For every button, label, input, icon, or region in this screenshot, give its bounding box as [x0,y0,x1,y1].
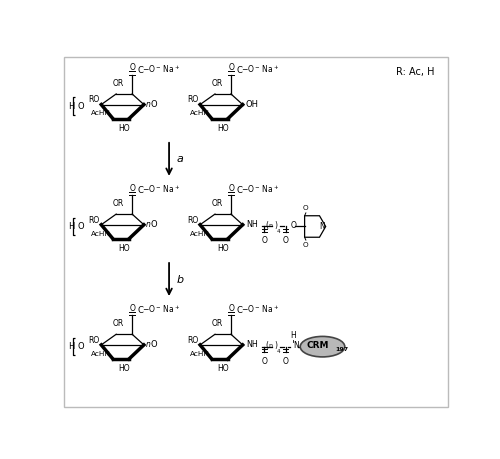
Text: $\mathregular{-O^-\,Na^+}$: $\mathregular{-O^-\,Na^+}$ [241,183,279,195]
Text: AcHN: AcHN [190,111,210,117]
Text: O: O [150,100,157,109]
Text: n: n [146,341,150,349]
Text: OR: OR [113,199,124,208]
Text: HO: HO [118,364,130,373]
Text: CRM: CRM [306,341,329,350]
Text: H: H [68,342,74,351]
Text: RO: RO [187,336,198,345]
Text: b: b [177,274,184,285]
Text: HO: HO [218,244,229,253]
Text: RO: RO [88,336,100,345]
Text: O: O [228,63,234,73]
Text: O: O [262,357,268,365]
Text: $\mathregular{C}$: $\mathregular{C}$ [236,184,243,195]
Text: 4: 4 [277,230,280,235]
Text: RO: RO [187,95,198,105]
Text: RO: RO [187,216,198,224]
Text: O: O [77,222,84,231]
Text: NH: NH [246,220,258,229]
Text: OH: OH [246,100,259,109]
Text: HO: HO [218,364,229,373]
Text: OR: OR [113,319,124,328]
Text: AcHN: AcHN [91,351,111,357]
Text: O: O [303,205,308,211]
Text: AcHN: AcHN [91,111,111,117]
Text: AcHN: AcHN [91,230,111,236]
Text: $\mathregular{-O^-\,Na^+}$: $\mathregular{-O^-\,Na^+}$ [241,303,279,315]
Text: $\mathregular{C}$: $\mathregular{C}$ [137,184,144,195]
Text: HO: HO [118,244,130,253]
Ellipse shape [300,336,345,357]
Text: OR: OR [212,199,223,208]
Text: 197: 197 [335,347,348,352]
Text: ): ) [274,221,277,230]
Text: O: O [303,242,308,248]
Text: O: O [77,342,84,351]
Text: n: n [268,223,272,228]
Text: O: O [290,221,296,230]
Text: O: O [130,63,135,73]
Text: O: O [130,184,135,193]
Text: OR: OR [113,78,124,88]
Text: $\mathregular{C}$: $\mathregular{C}$ [137,304,144,315]
Text: N: N [294,341,299,350]
Text: ): ) [274,341,277,350]
Text: N: N [320,222,326,231]
Text: (: ( [266,341,268,350]
Text: 4: 4 [277,349,280,354]
Text: O: O [130,304,135,313]
Text: HO: HO [118,124,130,133]
Text: H: H [290,331,296,340]
Text: RO: RO [88,216,100,224]
Text: AcHN: AcHN [190,230,210,236]
Text: HO: HO [218,124,229,133]
Text: H: H [68,222,74,231]
Text: O: O [150,220,157,229]
Text: O: O [228,304,234,313]
Text: O: O [262,236,268,246]
Text: AcHN: AcHN [190,351,210,357]
Text: OR: OR [212,78,223,88]
Text: a: a [177,154,184,164]
Text: O: O [283,357,288,365]
Text: O: O [228,184,234,193]
Text: n: n [268,343,272,348]
Text: $\mathregular{C}$: $\mathregular{C}$ [236,64,243,75]
Text: NH: NH [246,341,258,349]
Text: $\mathregular{C}$: $\mathregular{C}$ [236,304,243,315]
Text: O: O [150,341,157,349]
Text: n: n [146,220,150,229]
Text: $\mathregular{-O^-\,Na^+}$: $\mathregular{-O^-\,Na^+}$ [142,63,180,75]
Text: O: O [77,102,84,111]
Text: (: ( [266,221,268,230]
Text: $\mathregular{-O^-\,Na^+}$: $\mathregular{-O^-\,Na^+}$ [241,63,279,75]
Text: $\mathregular{C}$: $\mathregular{C}$ [137,64,144,75]
Text: n: n [146,100,150,109]
Text: RO: RO [88,95,100,105]
Text: R: Ac, H: R: Ac, H [396,67,434,78]
Text: OR: OR [212,319,223,328]
Text: $\mathregular{-O^-\,Na^+}$: $\mathregular{-O^-\,Na^+}$ [142,303,180,315]
Text: H: H [68,102,74,111]
Text: $\mathregular{-O^-\,Na^+}$: $\mathregular{-O^-\,Na^+}$ [142,183,180,195]
Text: O: O [283,236,288,246]
